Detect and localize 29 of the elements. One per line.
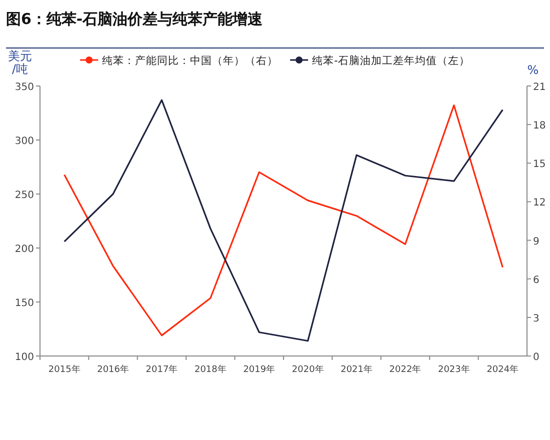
y2-tick-label: 0 xyxy=(533,352,540,363)
y2-tick-label: 18 xyxy=(533,120,546,132)
x-tick-label: 2017年 xyxy=(146,364,178,375)
chart-title: 图6：纯苯-石脑油价差与纯苯产能增速 xyxy=(6,10,264,28)
y-tick-label: 300 xyxy=(14,136,34,147)
y-tick-label: 350 xyxy=(14,82,34,93)
y-tick-label: 200 xyxy=(14,244,34,255)
y2-tick-label: 9 xyxy=(533,236,540,248)
x-tick-label: 2021年 xyxy=(340,364,373,375)
y-axis-title: 美元/吨 xyxy=(8,49,32,76)
y-tick-label: 100 xyxy=(14,352,34,363)
legend-label: 纯苯-石脑油加工差年均值（左） xyxy=(312,54,470,67)
y2-axis-title: % xyxy=(527,63,539,77)
x-tick-label: 2023年 xyxy=(438,364,470,375)
y2-tick-label: 12 xyxy=(533,198,546,209)
y2-tick-label: 6 xyxy=(533,274,540,286)
x-tick-label: 2024年 xyxy=(486,364,519,375)
x-tick-label: 2015年 xyxy=(48,364,80,375)
y-tick-label: 150 xyxy=(14,298,34,309)
legend-label: 纯苯：产能同比：中国（年）（右） xyxy=(102,54,278,67)
x-tick-label: 2018年 xyxy=(194,364,226,375)
y2-tick-label: 21 xyxy=(533,82,546,93)
y2-tick-label: 3 xyxy=(533,313,540,324)
y2-tick-label: 15 xyxy=(533,159,546,170)
y-tick-label: 250 xyxy=(14,190,34,201)
x-tick-label: 2016年 xyxy=(97,364,130,375)
x-tick-label: 2020年 xyxy=(292,364,324,375)
x-tick-label: 2022年 xyxy=(389,364,422,375)
x-tick-label: 2019年 xyxy=(243,364,276,375)
